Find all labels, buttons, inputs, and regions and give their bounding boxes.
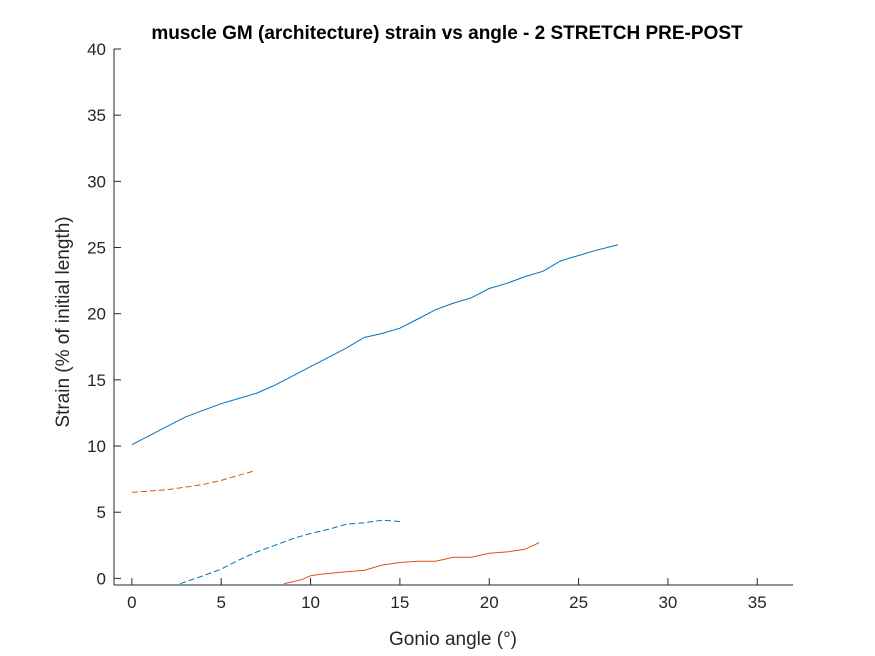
y-tick-label: 15 bbox=[87, 371, 106, 390]
chart-title: muscle GM (architecture) strain vs angle… bbox=[151, 23, 743, 44]
y-tick-label: 30 bbox=[87, 172, 106, 191]
x-tick-label: 25 bbox=[569, 593, 588, 612]
y-axis-label: Strain (% of initial length) bbox=[53, 216, 74, 427]
y-tick-label: 40 bbox=[87, 40, 106, 59]
series-line-3 bbox=[179, 519, 400, 585]
x-tick-label: 30 bbox=[658, 593, 677, 612]
y-tick-label: 10 bbox=[87, 437, 106, 456]
x-tick-label: 10 bbox=[301, 593, 320, 612]
x-tick-label: 0 bbox=[127, 593, 136, 612]
plot-background bbox=[114, 49, 793, 585]
x-tick-label: 20 bbox=[480, 593, 499, 612]
x-tick-label: 5 bbox=[216, 593, 225, 612]
y-tick-label: 5 bbox=[97, 503, 106, 522]
x-ticks: 0 5 10 15 20 25 30 35 bbox=[127, 578, 767, 612]
y-tick-label: 0 bbox=[97, 569, 106, 588]
y-ticks: 0 5 10 15 20 25 30 35 40 bbox=[87, 40, 121, 588]
series-line-2 bbox=[131, 470, 254, 493]
series-layer bbox=[131, 244, 619, 585]
series-line-4 bbox=[283, 542, 540, 585]
y-tick-label: 25 bbox=[87, 239, 106, 258]
series-line-1 bbox=[131, 244, 619, 446]
x-axis-label: Gonio angle (°) bbox=[389, 629, 517, 650]
y-tick-label: 20 bbox=[87, 305, 106, 324]
x-tick-label: 15 bbox=[390, 593, 409, 612]
x-tick-label: 35 bbox=[748, 593, 767, 612]
y-tick-label: 35 bbox=[87, 106, 106, 125]
